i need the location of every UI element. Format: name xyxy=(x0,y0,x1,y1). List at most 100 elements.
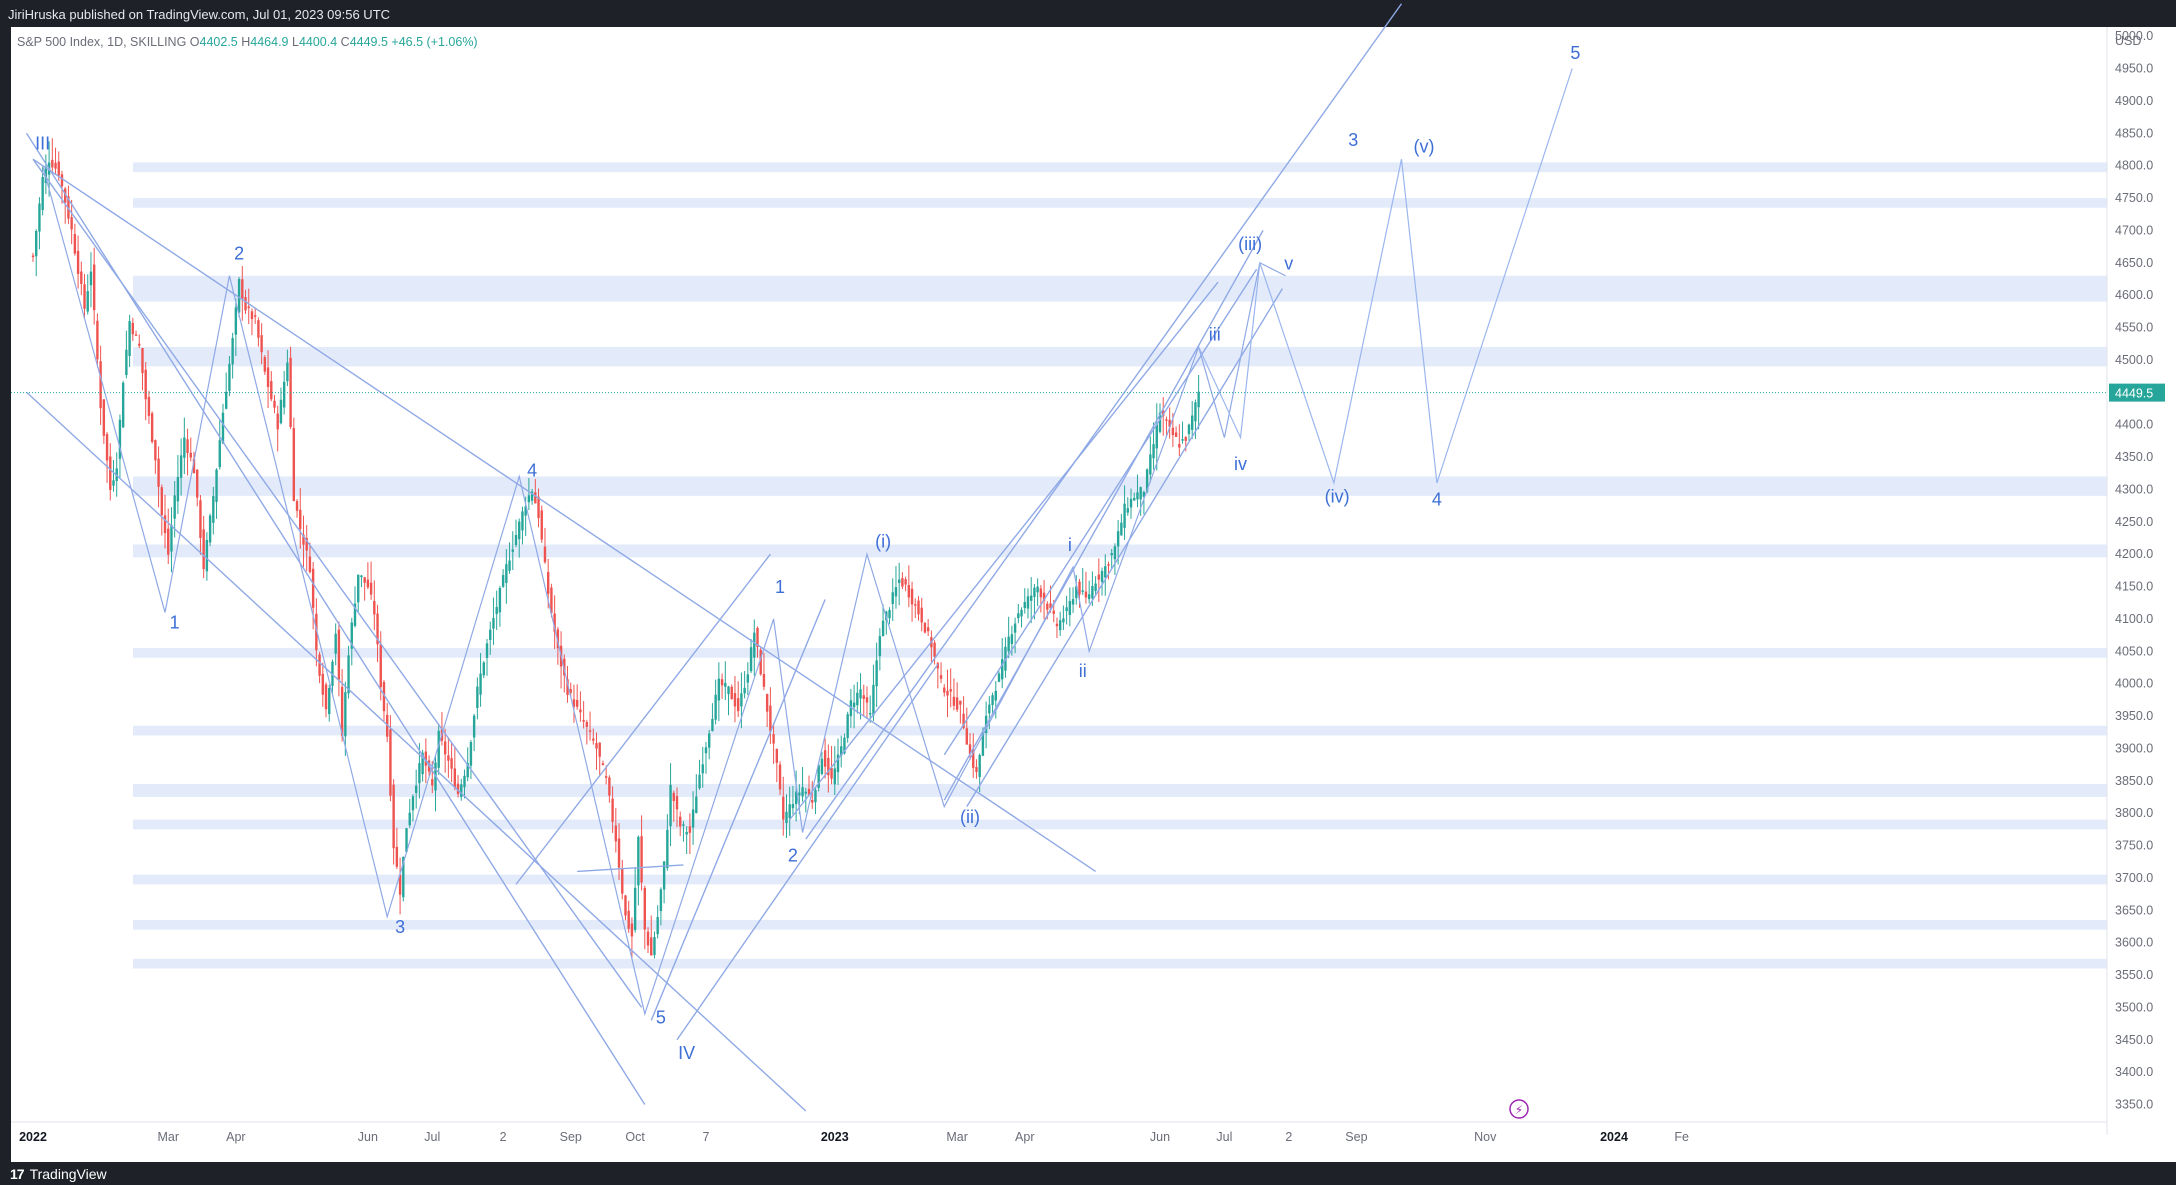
candle-body xyxy=(260,335,263,353)
candle-body xyxy=(498,588,502,613)
support-zone xyxy=(133,648,2107,658)
symbol-label: S&P 500 Index, 1D, SKILLING xyxy=(17,35,187,49)
candle-body xyxy=(991,695,994,706)
candle-body xyxy=(1017,613,1020,619)
price-tick-label: 4300.0 xyxy=(2115,482,2153,496)
candle-body xyxy=(943,687,946,693)
candle-body xyxy=(556,629,560,649)
trend-line xyxy=(515,553,771,885)
candle-body xyxy=(205,539,209,572)
candle-body xyxy=(411,796,415,811)
candle-body xyxy=(373,600,376,615)
candle-body xyxy=(711,718,714,732)
candle-body xyxy=(41,176,44,210)
candle-body xyxy=(1191,415,1194,430)
candle-body xyxy=(379,644,382,688)
candle-body xyxy=(952,696,956,706)
candle-body xyxy=(714,694,717,720)
candle-body xyxy=(534,492,537,504)
candle-body xyxy=(869,712,872,715)
candle-body xyxy=(263,357,267,372)
price-tick-label: 4850.0 xyxy=(2115,126,2153,140)
candle-body xyxy=(241,279,244,299)
candle-body xyxy=(778,764,782,790)
candle-body xyxy=(1165,419,1168,421)
candle-body xyxy=(579,709,582,713)
candle-body xyxy=(537,496,540,519)
change-value: +46.5 (+1.06%) xyxy=(391,35,478,49)
candle-body xyxy=(340,686,344,736)
price-tick-label: 4150.0 xyxy=(2115,580,2153,594)
candle-body xyxy=(926,627,930,632)
price-tick-label: 4750.0 xyxy=(2115,191,2153,205)
wave-label: (i) xyxy=(875,532,891,552)
candle-body xyxy=(315,613,318,651)
candle-body xyxy=(965,728,968,745)
candle-body xyxy=(672,792,675,801)
candle-body xyxy=(1094,583,1097,592)
candle-body xyxy=(157,458,160,487)
candle-body xyxy=(856,692,859,706)
candle-body xyxy=(785,811,788,824)
tradingview-logo[interactable]: 17 TradingView xyxy=(10,1166,107,1182)
candle-body xyxy=(840,746,843,756)
candle-body xyxy=(482,662,485,676)
high-label: H xyxy=(241,35,251,49)
candle-body xyxy=(221,412,225,444)
candle-body xyxy=(121,382,125,428)
candle-body xyxy=(295,501,299,511)
last-price-label: 4449.5 xyxy=(2115,387,2153,401)
candle-body xyxy=(57,161,60,176)
candle-body xyxy=(547,572,550,594)
price-tick-label: 5000.0 xyxy=(2115,29,2153,43)
candle-body xyxy=(727,686,730,695)
candle-body xyxy=(675,796,679,810)
candle-body xyxy=(582,720,585,722)
candle-body xyxy=(1155,424,1158,449)
candle-body xyxy=(1181,439,1184,441)
candle-body xyxy=(1010,634,1014,645)
candle-body xyxy=(968,744,972,755)
candle-body xyxy=(521,511,524,531)
wave-projection-path xyxy=(1198,68,1573,486)
candle-body xyxy=(730,686,733,700)
candle-body xyxy=(588,730,592,732)
candle-body xyxy=(772,734,775,744)
candle-body xyxy=(598,742,601,757)
candle-body xyxy=(1039,588,1043,598)
candle-body xyxy=(1062,618,1065,623)
wave-label: 2 xyxy=(234,244,244,264)
price-tick-label: 3900.0 xyxy=(2115,741,2153,755)
candle-body xyxy=(228,363,231,391)
candle-body xyxy=(630,923,634,937)
trend-line xyxy=(676,663,939,1041)
candle-body xyxy=(749,647,753,672)
candle-body xyxy=(202,529,205,570)
wave-label: 5 xyxy=(656,1008,666,1028)
candle-body xyxy=(585,722,589,727)
candle-body xyxy=(244,297,247,311)
candle-body xyxy=(366,579,370,588)
candle-body xyxy=(575,700,579,707)
wave-label: (ii) xyxy=(960,807,980,827)
time-tick-label: Jul xyxy=(424,1130,440,1144)
candle-body xyxy=(1126,508,1129,513)
candle-body xyxy=(305,537,308,551)
candle-body xyxy=(328,687,331,715)
support-zone xyxy=(133,958,2107,969)
publish-bar: JiriHruska published on TradingView.com,… xyxy=(0,0,2176,27)
open-value: 4402.5 xyxy=(199,35,238,49)
open-label: O xyxy=(189,35,200,49)
support-zone xyxy=(133,544,2107,558)
trend-line xyxy=(943,268,1258,756)
candle-body xyxy=(311,568,315,608)
candle-body xyxy=(199,500,202,538)
candle-body xyxy=(617,838,621,868)
price-tick-label: 3700.0 xyxy=(2115,871,2153,885)
candle-body xyxy=(492,618,495,629)
candle-body xyxy=(160,487,163,516)
candle-body xyxy=(914,604,917,606)
candle-body xyxy=(102,399,106,436)
low-label: L xyxy=(292,35,299,49)
